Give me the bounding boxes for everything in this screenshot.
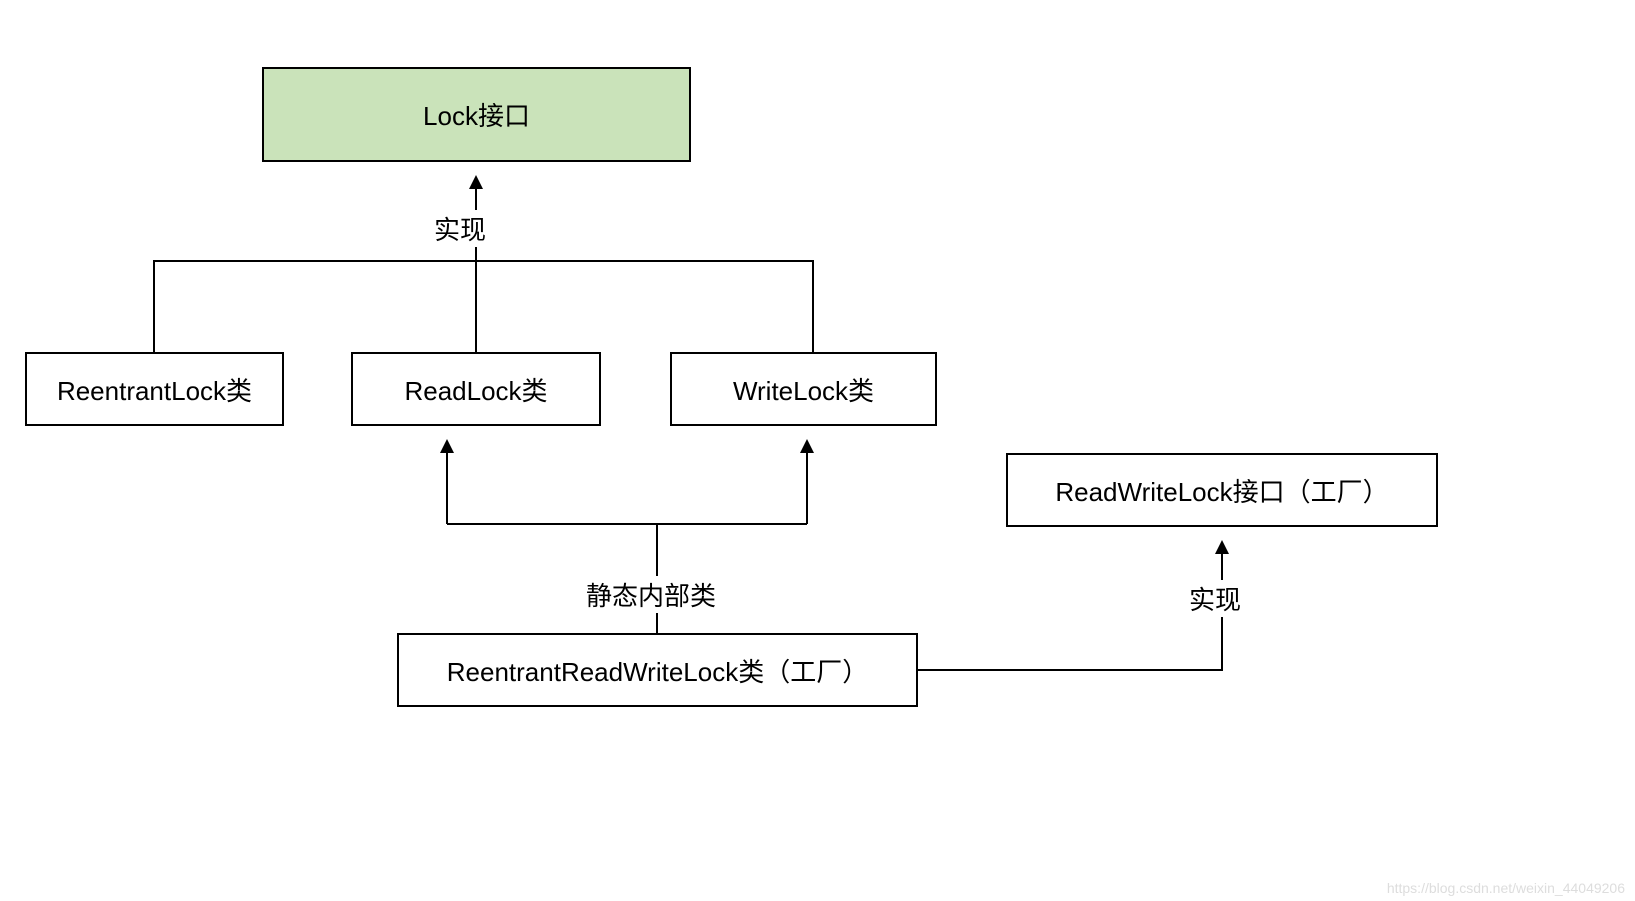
edge	[918, 542, 1222, 670]
node-label: ReadLock类	[404, 371, 547, 408]
node-write-lock: WriteLock类	[670, 352, 937, 426]
node-label: ReentrantLock类	[57, 371, 252, 408]
watermark: https://blog.csdn.net/weixin_44049206	[1387, 880, 1625, 896]
node-reentrant-read-write-lock: ReentrantReadWriteLock类（工厂）	[397, 633, 918, 707]
node-read-lock: ReadLock类	[351, 352, 601, 426]
edge-label-implements1: 实现	[430, 210, 490, 247]
node-reentrant-lock: ReentrantLock类	[25, 352, 284, 426]
connector-layer	[0, 0, 1635, 901]
node-label: WriteLock类	[733, 371, 874, 408]
node-lock-interface: Lock接口	[262, 67, 691, 162]
edge-label-implements2: 实现	[1185, 580, 1245, 617]
node-label: ReadWriteLock接口（工厂）	[1055, 472, 1388, 509]
edge	[154, 261, 813, 352]
node-label: Lock接口	[423, 96, 530, 133]
node-label: ReentrantReadWriteLock类（工厂）	[447, 652, 868, 689]
edge-label-static-inner: 静态内部类	[582, 576, 720, 613]
node-read-write-lock-interface: ReadWriteLock接口（工厂）	[1006, 453, 1438, 527]
